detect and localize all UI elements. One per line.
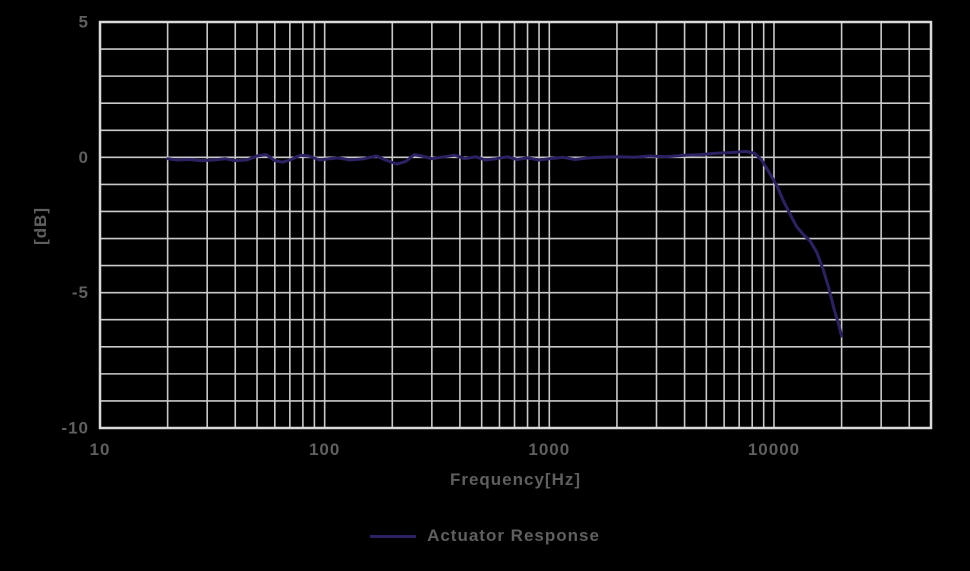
y-tick-label: 0 bbox=[79, 148, 89, 167]
series-line-actuator-response bbox=[166, 149, 844, 338]
y-tick-label: -5 bbox=[72, 283, 89, 302]
x-tick-label: 10000 bbox=[748, 440, 800, 459]
y-axis-label: [dB] bbox=[31, 207, 50, 245]
x-tick-label: 1000 bbox=[528, 440, 570, 459]
x-tick-label: 10 bbox=[90, 440, 111, 459]
y-tick-label: -10 bbox=[61, 419, 89, 438]
legend-line-swatch bbox=[370, 534, 417, 538]
legend-entry-label: Actuator Response bbox=[427, 526, 600, 545]
plot-border bbox=[98, 20, 933, 430]
x-axis-label: Frequency[Hz] bbox=[449, 470, 582, 489]
y-tick-label: 5 bbox=[79, 13, 89, 32]
legend: Actuator Response bbox=[0, 526, 970, 546]
x-tick-label: 100 bbox=[309, 440, 340, 459]
